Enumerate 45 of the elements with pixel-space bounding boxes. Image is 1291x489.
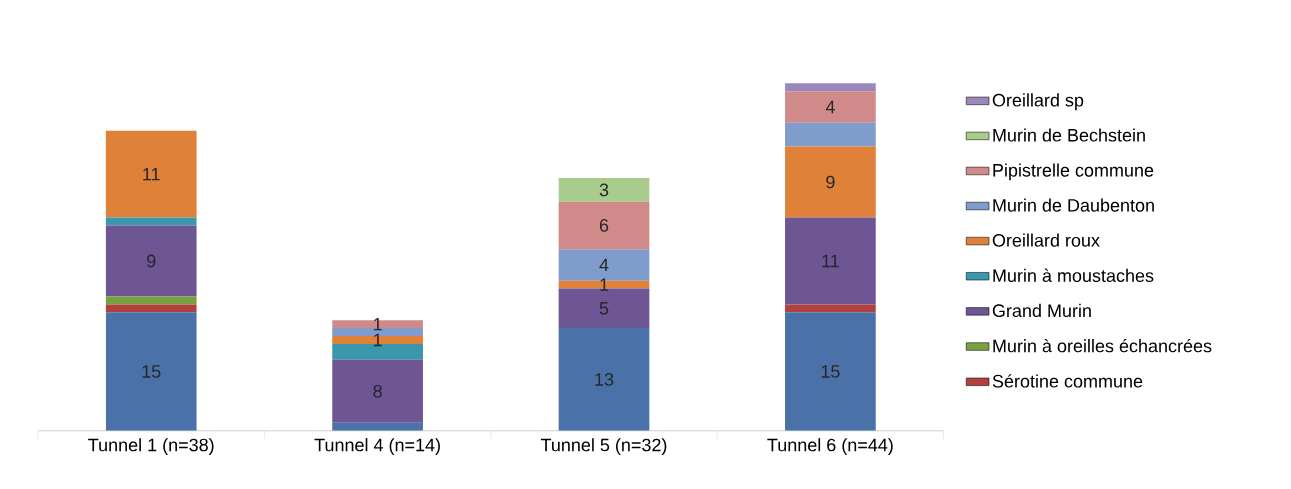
legend-label: Murin de Bechstein xyxy=(993,128,1145,142)
bar xyxy=(785,304,876,313)
bar xyxy=(105,304,197,313)
x-tick-label: Tunnel 4 (n=14) xyxy=(314,437,440,455)
data-label: 1 xyxy=(373,333,382,346)
data-label: 6 xyxy=(599,218,609,232)
bar xyxy=(558,280,650,289)
bar xyxy=(785,122,876,147)
data-label: 1 xyxy=(600,278,609,291)
data-label: 4 xyxy=(599,258,609,271)
bar xyxy=(785,217,876,305)
x-tick-label: Tunnel 1 (n=38) xyxy=(88,437,214,455)
data-label: 11 xyxy=(143,167,160,181)
bar xyxy=(105,312,197,431)
data-label: 15 xyxy=(821,365,840,378)
data-label: 9 xyxy=(147,254,156,268)
data-label: 4 xyxy=(825,100,835,113)
data-label: 11 xyxy=(822,254,839,267)
data-label: 9 xyxy=(826,175,835,189)
x-tick-label: Tunnel 5 (n=32) xyxy=(540,437,667,455)
bar xyxy=(105,130,197,218)
legend-label: Pipistrelle commune xyxy=(993,163,1154,181)
legend-label: Oreillard roux xyxy=(992,233,1100,247)
x-tick-label: Tunnel 6 (n=44) xyxy=(767,437,893,455)
bar xyxy=(332,359,423,423)
bar xyxy=(785,90,876,123)
bar xyxy=(785,146,876,218)
bar xyxy=(785,312,876,431)
legend-label: Murin à moustaches xyxy=(993,268,1154,282)
bar xyxy=(558,327,650,431)
legend-label: Murin de Daubenton xyxy=(993,198,1154,212)
legend-label: Oreillard sp xyxy=(992,93,1084,110)
data-label: 8 xyxy=(373,384,382,398)
data-label: 3 xyxy=(599,183,609,197)
data-label: 15 xyxy=(142,365,161,378)
bar xyxy=(558,177,650,202)
data-label: 13 xyxy=(595,372,614,386)
legend-label: Murin à oreilles échancrées xyxy=(993,338,1212,353)
data-label: 1 xyxy=(373,317,382,331)
bar xyxy=(785,83,876,91)
data-label: 5 xyxy=(599,301,609,315)
legend-label: Grand Murin xyxy=(992,303,1091,317)
bar xyxy=(105,225,197,297)
legend-label: Sérotine commune xyxy=(992,373,1143,388)
bar xyxy=(558,201,650,249)
